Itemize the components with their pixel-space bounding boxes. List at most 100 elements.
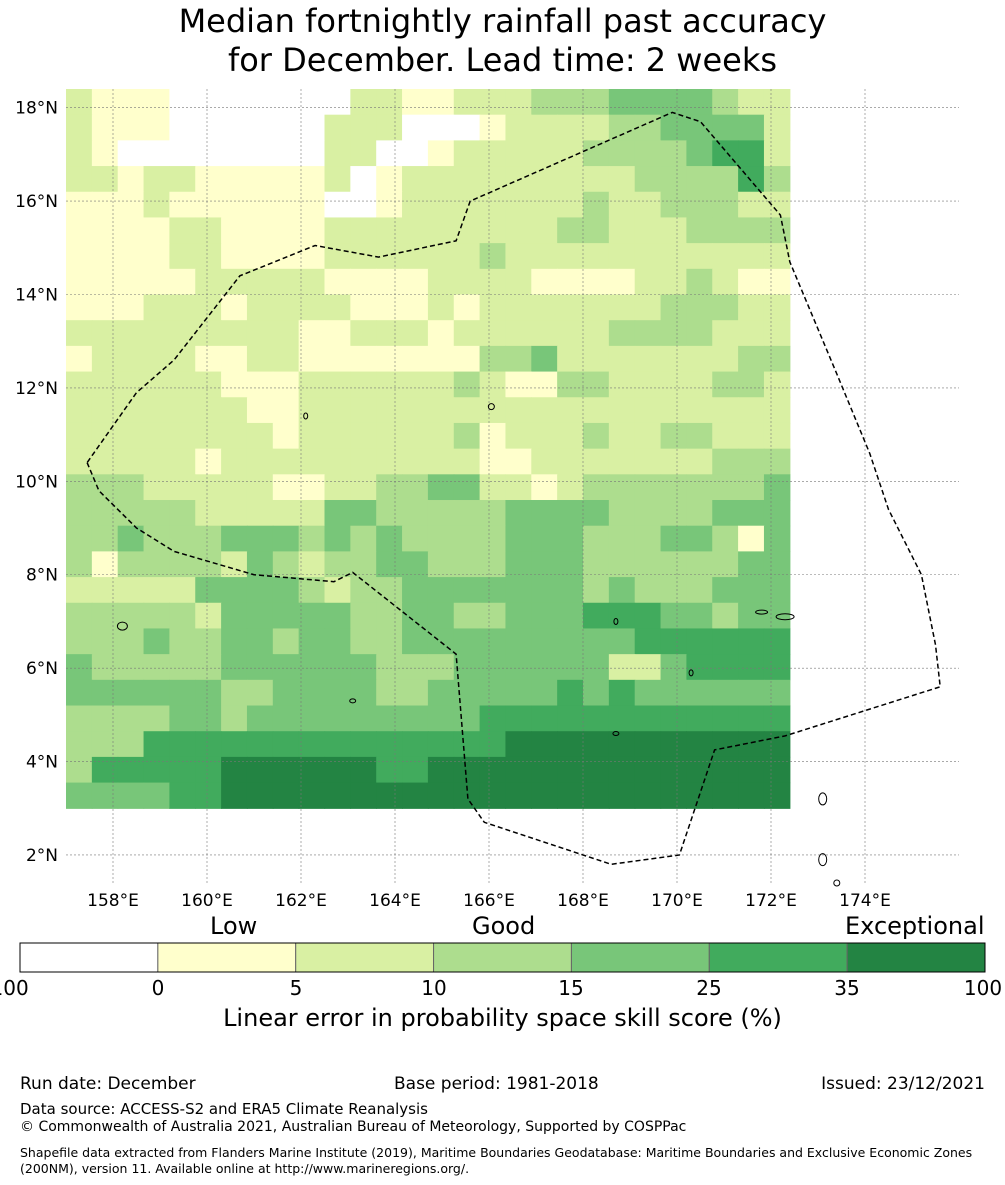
skill-cell [272,217,300,244]
skill-cell [505,397,532,424]
skill-cell [91,345,119,373]
skill-cell [479,679,507,707]
skill-cell [91,371,119,398]
skill-cell [712,371,739,398]
y-tick-label: 2°N [26,846,58,866]
skill-cell [143,679,170,707]
skill-cell [66,525,93,552]
skill-cell [66,114,93,141]
skill-cell [738,397,765,424]
skill-cell [66,268,93,296]
skill-cell [350,320,377,347]
skill-cell [583,705,610,732]
skill-cell [221,577,248,604]
skill-cell [763,705,791,732]
skill-cell [479,731,507,758]
skill-cell [557,602,584,630]
skill-cell [634,294,662,321]
skill-cell [531,731,558,758]
skill-cell [505,602,532,630]
skill-cell [608,577,636,604]
skill-cell [453,577,481,604]
skill-cell [479,371,507,398]
skill-cell [324,448,351,475]
skill-cell [608,345,636,373]
skill-cell [350,345,377,373]
skill-cell [246,422,274,450]
skill-cell [221,371,248,398]
skill-cell [660,268,687,296]
skill-cell [117,243,145,270]
skill-cell [712,679,739,707]
skill-cell [686,756,713,784]
skill-cell [479,782,507,809]
island-outline [487,403,495,411]
skill-cell [712,474,739,501]
skill-cell [686,268,713,296]
skill-cell [143,114,170,141]
skill-cell [608,551,636,578]
skill-cell [117,448,145,475]
skill-cell [91,474,119,501]
skill-cell [143,422,170,450]
skill-cell [634,756,662,784]
skill-cell [479,166,507,193]
skill-cell [221,191,248,219]
skill-cell [479,422,507,450]
skill-cell [763,782,791,809]
skill-cell [712,525,739,552]
skill-cell [91,500,119,527]
skill-cell [324,577,351,604]
skill-cell [195,654,222,681]
skill-cell [505,371,532,398]
skill-cell [557,551,584,578]
skill-cell [376,371,403,398]
skill-cell [557,166,584,193]
skill-cell [531,602,558,630]
skill-cell [143,602,170,630]
skill-cell [427,602,455,630]
skill-cell [608,422,636,450]
skill-cell [350,705,377,732]
skill-cell [479,525,507,552]
skill-cell [272,474,300,501]
skill-cell [738,628,765,655]
skill-cell [221,397,248,424]
skill-cell [91,782,119,809]
colorbar-tick: 10 [421,976,447,1000]
skill-cell [195,345,222,373]
skill-cell [686,140,713,167]
skill-cell [634,140,662,167]
skill-cell [143,217,170,244]
skill-cell [91,320,119,347]
skill-cell [221,654,248,681]
skill-cell [91,628,119,655]
skill-cell [557,217,584,244]
skill-cell [453,474,481,501]
run-date: Run date: December [20,1074,196,1094]
skill-cell [272,577,300,604]
skill-cell [505,782,532,809]
skill-cell [557,577,584,604]
island-outline [775,613,795,621]
skill-cell [634,89,662,116]
colorbar-tick: 0 [151,976,165,1000]
skill-cell [324,654,351,681]
skill-cell [117,577,145,604]
skill-cell [298,371,326,398]
skill-cell [246,294,274,321]
skill-cell [117,628,145,655]
island-coastlines [116,403,841,887]
colorbar-tick: 15 [558,976,584,1000]
skill-cell [427,500,455,527]
skill-cell [272,782,300,809]
skill-cell [531,782,558,809]
skill-cell [195,217,222,244]
skill-cell [66,345,93,373]
skill-cell [298,525,326,552]
skill-cell [686,679,713,707]
skill-cell [272,166,300,193]
skill-cell [505,114,532,141]
skill-cell [221,679,248,707]
skill-cell [195,89,222,116]
